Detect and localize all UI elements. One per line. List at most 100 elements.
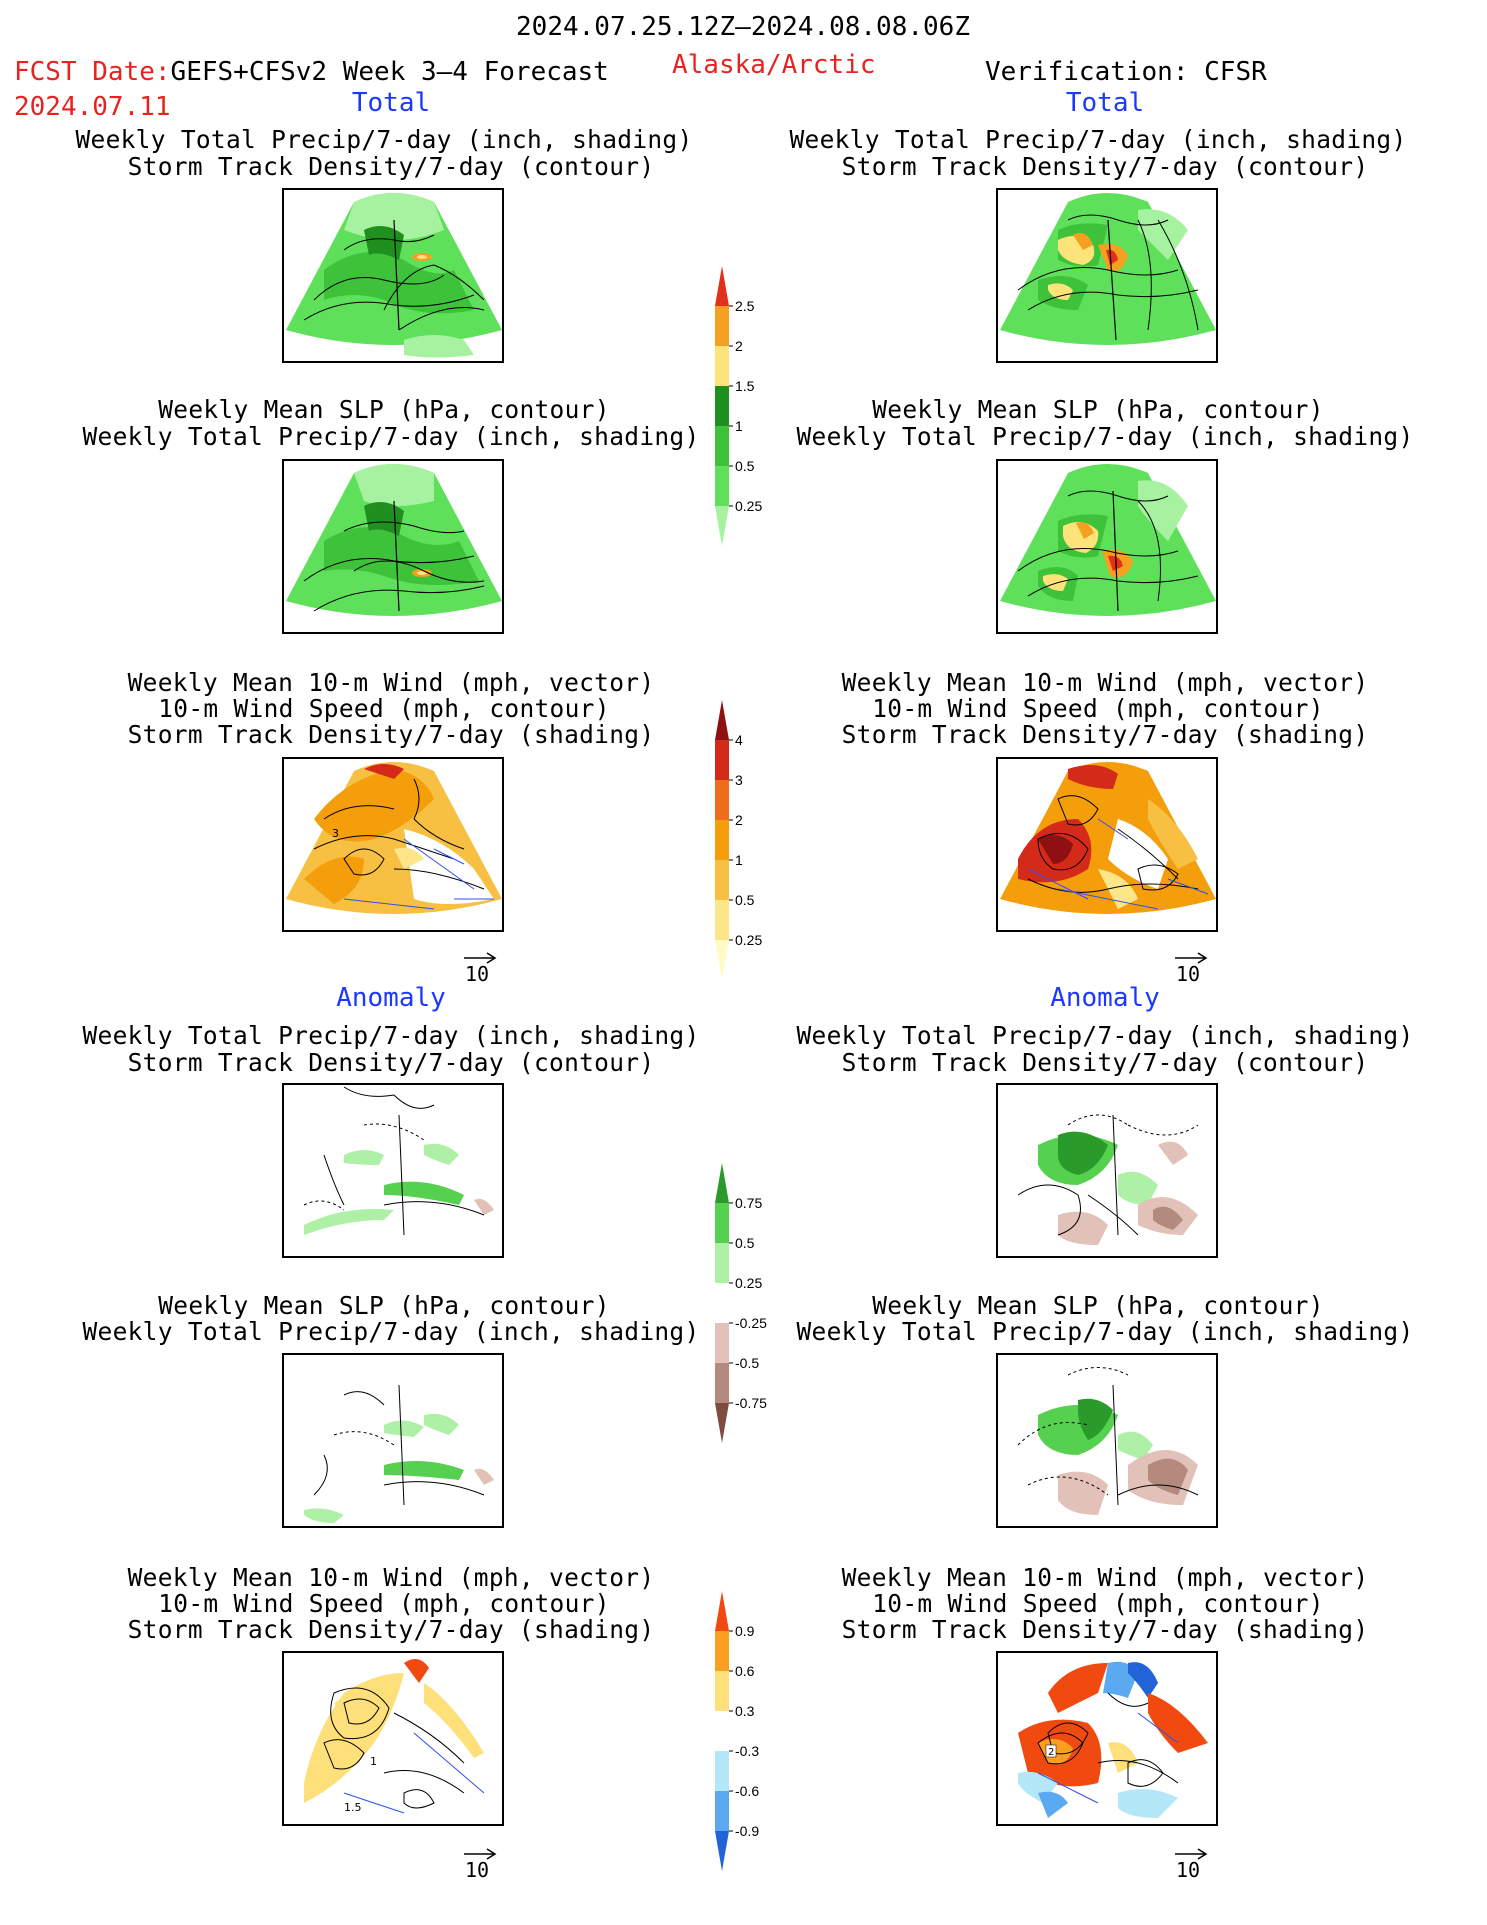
map-ob-slp-total <box>996 459 1218 634</box>
colorbar-label: 0.5 <box>735 1235 755 1251</box>
colorbar-segment <box>715 1403 729 1443</box>
colorbar-segment <box>715 1203 729 1243</box>
title-ob-slp-anom-1: Weekly Mean SLP (hPa, contour) <box>872 1291 1324 1320</box>
colorbar-segment <box>715 1631 729 1671</box>
ref-vector-fc-total: 10 <box>463 950 497 984</box>
colorbar-segment <box>715 1831 729 1871</box>
fcst-label: FCST Date:GEFS+CFSv2 Week 3–4 Forecast <box>14 59 609 85</box>
colorbar-segment <box>715 1671 729 1711</box>
title-fc-wind-total-3: Storm Track Density/7-day (shading) <box>127 720 655 749</box>
title-fc-wind-anom-1: Weekly Mean 10-m Wind (mph, vector) <box>127 1563 655 1592</box>
title-ob-wind-anom-1: Weekly Mean 10-m Wind (mph, vector) <box>841 1563 1369 1592</box>
map-ob-slp-anom <box>996 1353 1218 1528</box>
ref-vector-label: 10 <box>465 1858 490 1882</box>
colorbar-label: 0.75 <box>735 1195 762 1211</box>
colorbar-segment <box>715 426 729 466</box>
colorbar-segment <box>715 900 729 940</box>
title-fc-slp-total-2: Weekly Total Precip/7-day (inch, shading… <box>82 422 700 451</box>
map-fc-wind-total: 3 <box>282 757 504 932</box>
colorbar-label: 0.3 <box>735 1703 755 1719</box>
title-ob-precip-anom-2: Storm Track Density/7-day (contour) <box>841 1048 1369 1077</box>
title-fc-wind-anom-2: 10-m Wind Speed (mph, contour) <box>158 1589 610 1618</box>
title-fc-precip-total-1: Weekly Total Precip/7-day (inch, shading… <box>75 125 693 154</box>
colorbar-label: 0.9 <box>735 1623 755 1639</box>
title-ob-slp-total-2: Weekly Total Precip/7-day (inch, shading… <box>796 422 1414 451</box>
colorbar-segment <box>715 346 729 386</box>
colorbar-segment <box>715 306 729 346</box>
colorbar-label: 0.25 <box>735 932 762 948</box>
section-anomaly-forecast: Anomaly <box>336 983 446 1013</box>
colorbar-label: 2 <box>735 812 743 828</box>
model-label: GEFS+CFSv2 Week 3–4 Forecast <box>170 57 609 87</box>
colorbar-segment <box>715 1323 729 1363</box>
ref-vector-ob-anom: 10 <box>1174 1846 1208 1880</box>
contour-label: 3 <box>332 827 339 840</box>
colorbar-label: 0.6 <box>735 1663 755 1679</box>
date-range: 2024.07.25.12Z–2024.08.08.06Z <box>516 12 970 42</box>
title-ob-slp-total-1: Weekly Mean SLP (hPa, contour) <box>872 395 1324 424</box>
title-fc-slp-anom-2: Weekly Total Precip/7-day (inch, shading… <box>82 1317 700 1346</box>
colorbar-segment <box>715 740 729 780</box>
colorbar-label: 0.5 <box>735 892 755 908</box>
colorbar-label: -0.5 <box>735 1355 759 1371</box>
colorbar-label: -0.3 <box>735 1743 759 1759</box>
colorbar-segment <box>715 1283 729 1323</box>
colorbar-segment <box>715 1163 729 1203</box>
colorbar-label: 1 <box>735 418 743 434</box>
colorbar-segment <box>715 700 729 740</box>
colorbar-segment <box>715 1751 729 1791</box>
colorbar-label: 4 <box>735 732 743 748</box>
colorbar-segment <box>715 860 729 900</box>
map-fc-precip-total <box>282 188 504 363</box>
colorbar-label: -0.75 <box>735 1395 767 1411</box>
colorbar-segment <box>715 1243 729 1283</box>
colorbar-label: -0.6 <box>735 1783 759 1799</box>
map-ob-precip-anom <box>996 1083 1218 1258</box>
contour-label: 1.5 <box>344 1801 362 1814</box>
title-ob-precip-anom-1: Weekly Total Precip/7-day (inch, shading… <box>796 1021 1414 1050</box>
title-ob-slp-anom-2: Weekly Total Precip/7-day (inch, shading… <box>796 1317 1414 1346</box>
map-fc-slp-anom <box>282 1353 504 1528</box>
ref-vector-label: 10 <box>1176 962 1201 986</box>
title-ob-wind-total-3: Storm Track Density/7-day (shading) <box>841 720 1369 749</box>
map-ob-precip-total <box>996 188 1218 363</box>
title-fc-wind-total-2: 10-m Wind Speed (mph, contour) <box>158 694 610 723</box>
colorbar-precip-total: 2.5 2 1.5 1 0.5 0.25 <box>715 266 795 546</box>
title-fc-wind-total-1: Weekly Mean 10-m Wind (mph, vector) <box>127 668 655 697</box>
ref-vector-label: 10 <box>465 962 490 986</box>
colorbar-segment <box>715 1791 729 1831</box>
ref-vector-fc-anom: 10 <box>463 1846 497 1880</box>
fcst-date: 2024.07.11 <box>14 92 171 122</box>
colorbar-segment <box>715 940 729 980</box>
colorbar-label: 1 <box>735 852 743 868</box>
colorbar-precip-anom: 0.75 0.5 0.25 -0.25 -0.5 -0.75 <box>715 1163 795 1443</box>
ref-vector-label: 10 <box>1176 1858 1201 1882</box>
contour-label: 2 <box>1048 1747 1054 1758</box>
map-ob-wind-anom: 2 <box>996 1651 1218 1826</box>
title-ob-wind-total-1: Weekly Mean 10-m Wind (mph, vector) <box>841 668 1369 697</box>
title-fc-slp-anom-1: Weekly Mean SLP (hPa, contour) <box>158 1291 610 1320</box>
colorbar-label: 2 <box>735 338 743 354</box>
colorbar-segment <box>715 780 729 820</box>
colorbar-segment <box>715 1591 729 1631</box>
title-fc-precip-total-2: Storm Track Density/7-day (contour) <box>127 152 655 181</box>
colorbar-segment <box>715 506 729 546</box>
region-label: Alaska/Arctic <box>672 50 876 80</box>
title-ob-precip-total-2: Storm Track Density/7-day (contour) <box>841 152 1369 181</box>
title-fc-precip-anom-1: Weekly Total Precip/7-day (inch, shading… <box>82 1021 700 1050</box>
section-total-verification: Total <box>1065 88 1145 118</box>
map-fc-wind-anom: 1 1.5 <box>282 1651 504 1826</box>
contour-label: 1 <box>370 1755 377 1768</box>
colorbar-segment <box>715 1711 729 1751</box>
colorbar-label: -0.9 <box>735 1823 759 1839</box>
section-anomaly-verification: Anomaly <box>1050 983 1160 1013</box>
colorbar-label: 0.5 <box>735 458 755 474</box>
colorbar-segment <box>715 386 729 426</box>
title-ob-wind-anom-3: Storm Track Density/7-day (shading) <box>841 1615 1369 1644</box>
colorbar-storm-total: 4 3 2 1 0.5 0.25 <box>715 700 795 980</box>
title-ob-wind-anom-2: 10-m Wind Speed (mph, contour) <box>872 1589 1324 1618</box>
colorbar-label: 1.5 <box>735 378 755 394</box>
colorbar-segment <box>715 466 729 506</box>
title-ob-wind-total-2: 10-m Wind Speed (mph, contour) <box>872 694 1324 723</box>
colorbar-segment <box>715 1363 729 1403</box>
